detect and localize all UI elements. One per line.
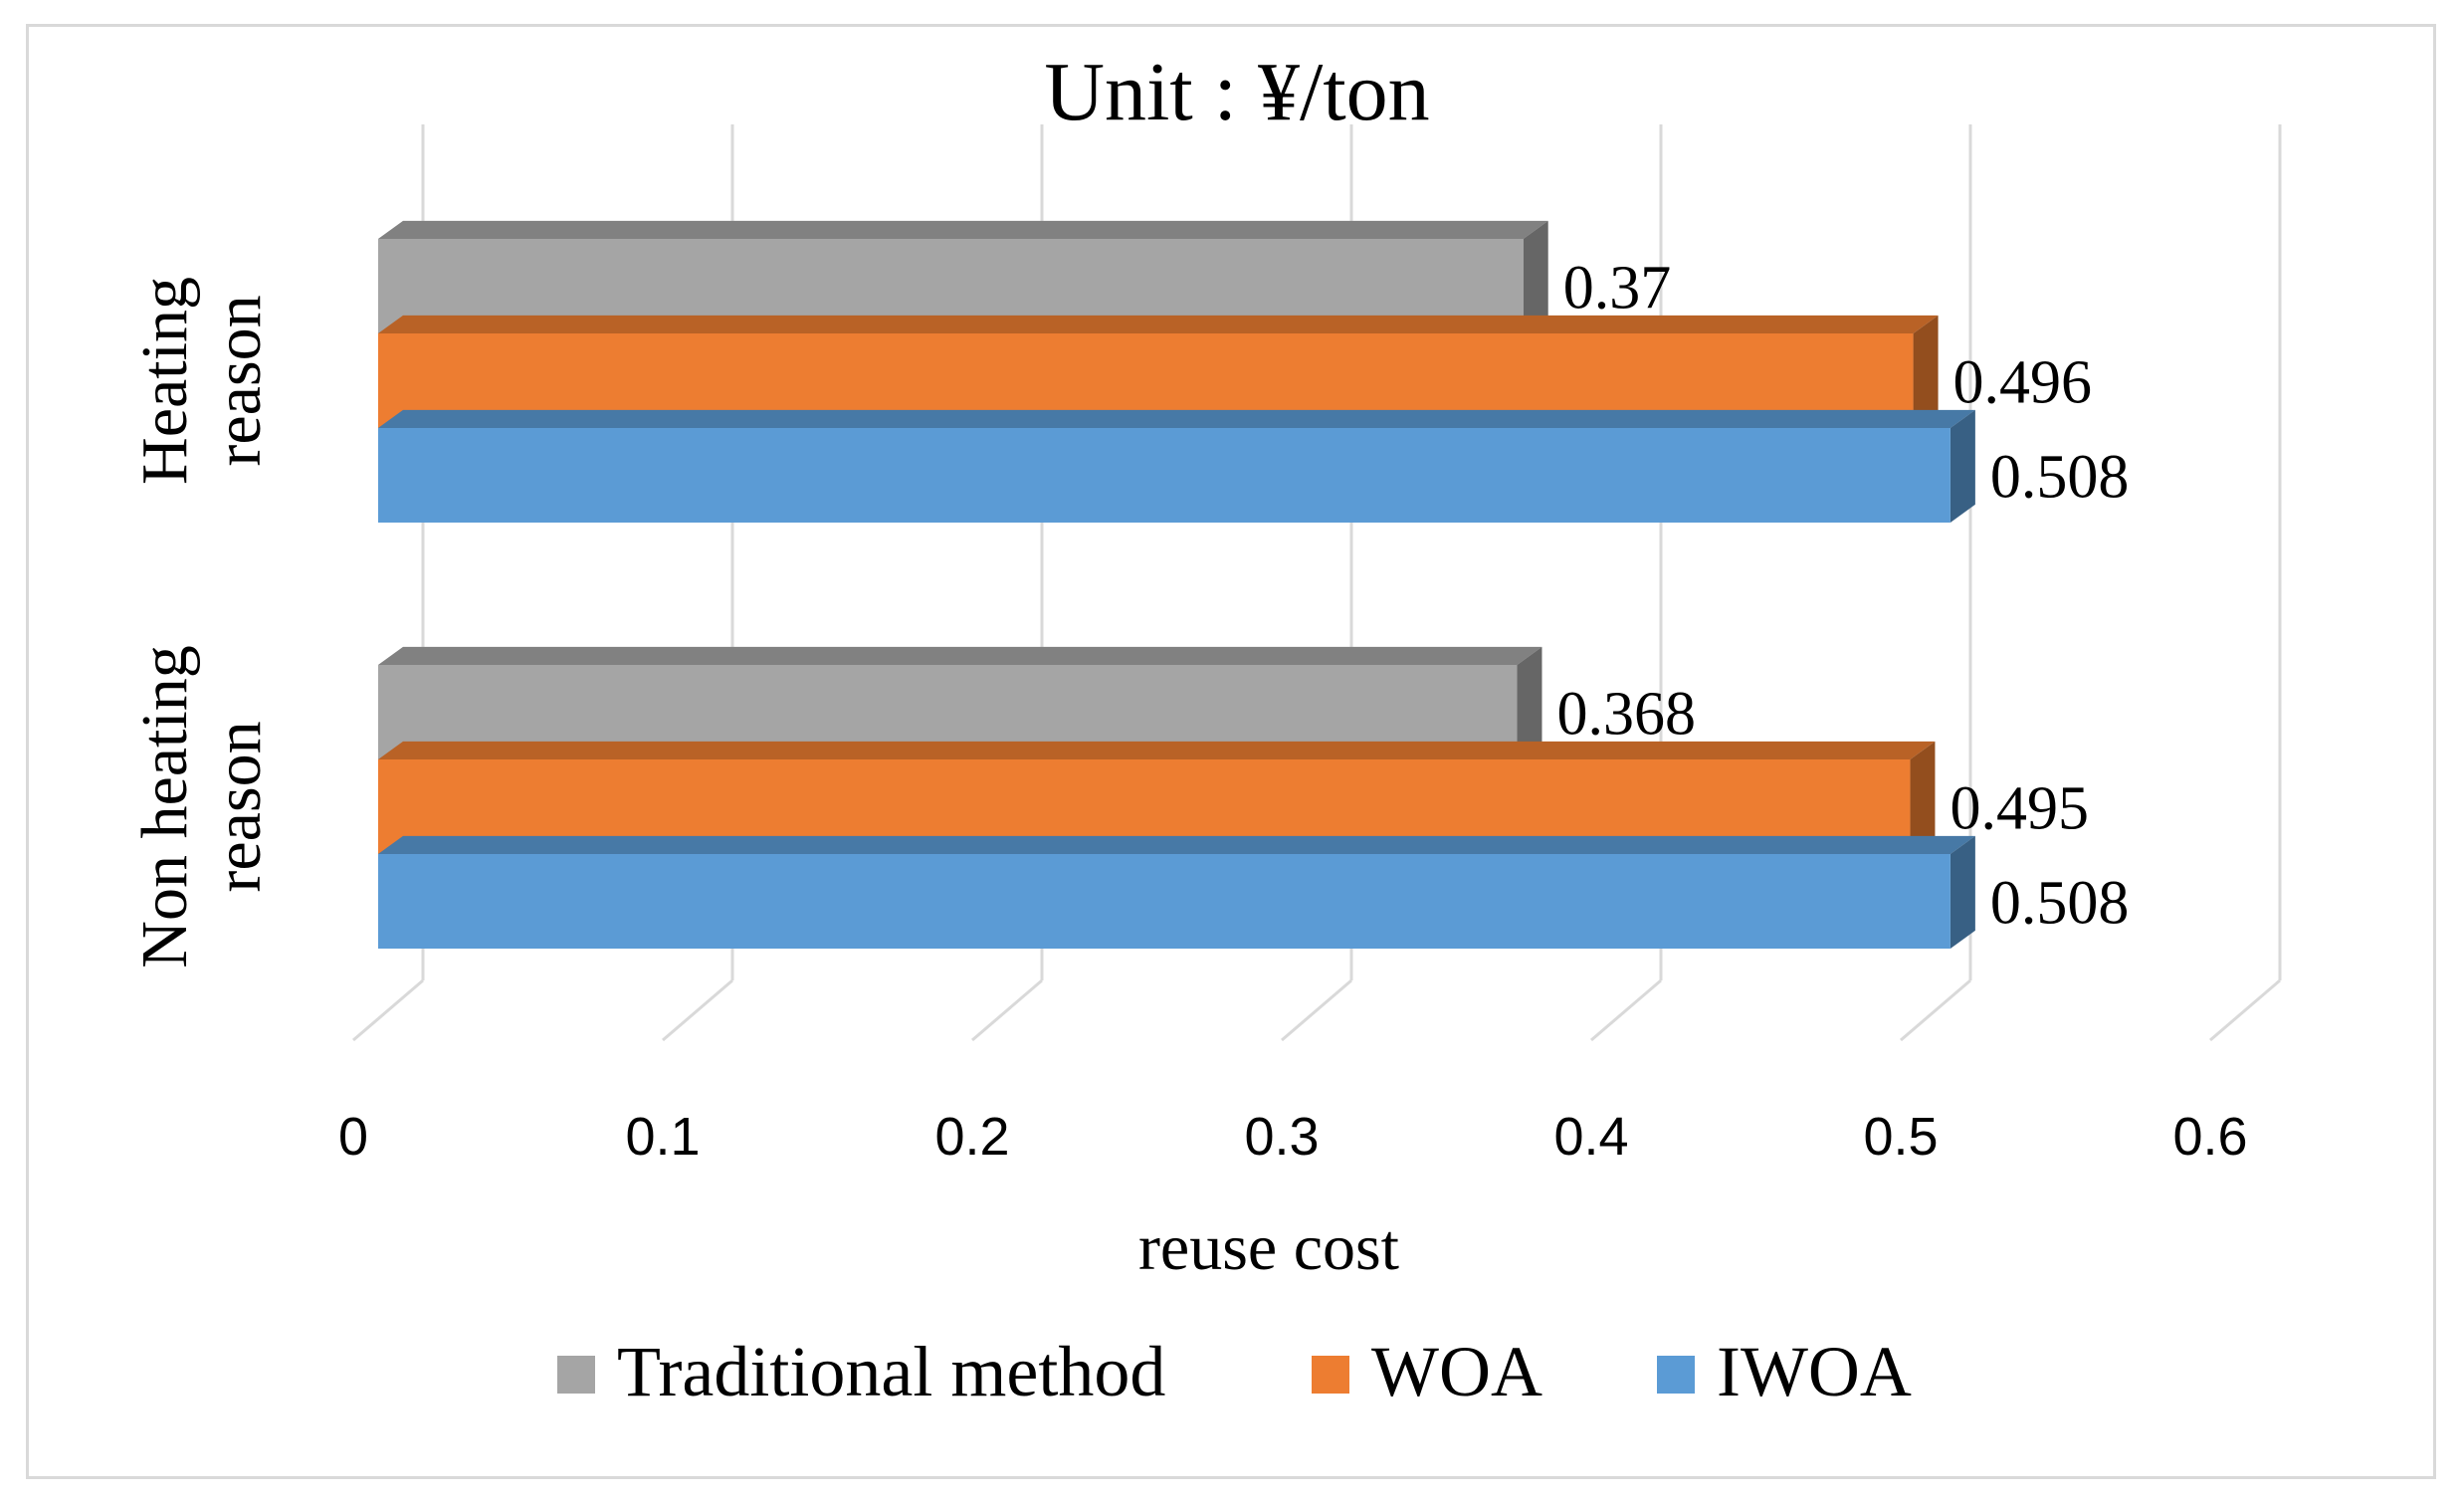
legend-label-1: WOA: [1371, 1332, 1542, 1411]
floor-gridline-3: [1281, 978, 1352, 1042]
bar-side-0-2: [1950, 409, 1975, 523]
bar-side-0-0: [1523, 220, 1548, 333]
category-label-line1-1: Non heating: [128, 645, 201, 968]
floor-gridline-6: [2209, 978, 2281, 1042]
bar-0-2: [378, 428, 1951, 523]
data-label-0-0: 0.37: [1563, 255, 1672, 323]
bar-top-0-2: [378, 409, 1975, 428]
floor-gridline-0: [352, 978, 424, 1042]
x-tick-label-0: 0: [338, 1107, 368, 1167]
bar-side-1-2: [1950, 835, 1975, 949]
legend-swatch-2: [1657, 1356, 1695, 1394]
floor-gridline-1: [662, 978, 733, 1042]
data-label-1-0: 0.368: [1556, 681, 1696, 749]
chart-title: Unit : ¥/ton: [1044, 46, 1429, 138]
legend-swatch-0: [557, 1356, 595, 1394]
x-tick-label-4: 0.4: [1553, 1107, 1628, 1167]
legend-label-0: Traditional method: [617, 1332, 1165, 1411]
x-axis-ticks: 0 0.1 0.2 0.3 0.4 0.5 0.6: [338, 1107, 2248, 1167]
bar-side-1-1: [1910, 741, 1936, 854]
legend-label-2: IWOA: [1717, 1332, 1912, 1411]
bar-top-0-1: [378, 315, 1939, 333]
floor-gridline-5: [1900, 978, 1971, 1042]
bar-top-1-2: [378, 835, 1975, 854]
x-tick-label-2: 0.2: [934, 1107, 1009, 1167]
bars: [378, 220, 1975, 949]
data-label-0-2: 0.508: [1990, 444, 2129, 512]
data-label-1-1: 0.495: [1950, 775, 2089, 843]
bar-1-2: [378, 854, 1951, 949]
category-label-line2-0: reason: [202, 295, 275, 466]
bar-top-1-0: [378, 646, 1542, 665]
legend-swatch-1: [1312, 1356, 1349, 1394]
category-label-0: Heating reason: [128, 277, 275, 485]
x-tick-label-5: 0.5: [1863, 1107, 1938, 1167]
bar-top-0-0: [378, 220, 1548, 239]
category-label-1: Non heating reason: [128, 645, 275, 968]
floor-gridline-4: [1590, 978, 1662, 1042]
x-tick-label-1: 0.1: [625, 1107, 700, 1167]
bar-side-0-1: [1913, 315, 1939, 428]
legend: Traditional method WOA IWOA: [557, 1332, 1912, 1411]
floor-gridline-2: [971, 978, 1043, 1042]
x-tick-label-3: 0.3: [1244, 1107, 1319, 1167]
x-tick-label-6: 0.6: [2172, 1107, 2247, 1167]
bar-top-1-1: [378, 741, 1936, 759]
x-axis-label: reuse cost: [1138, 1211, 1399, 1284]
data-labels: 0.37 0.496 0.508 0.368 0.495 0.508: [1556, 255, 2129, 938]
data-label-1-2: 0.508: [1990, 870, 2129, 938]
category-label-line1-0: Heating: [128, 277, 201, 485]
category-label-line2-1: reason: [202, 721, 275, 892]
data-label-0-1: 0.496: [1953, 349, 2093, 417]
bar-side-1-0: [1517, 646, 1542, 759]
